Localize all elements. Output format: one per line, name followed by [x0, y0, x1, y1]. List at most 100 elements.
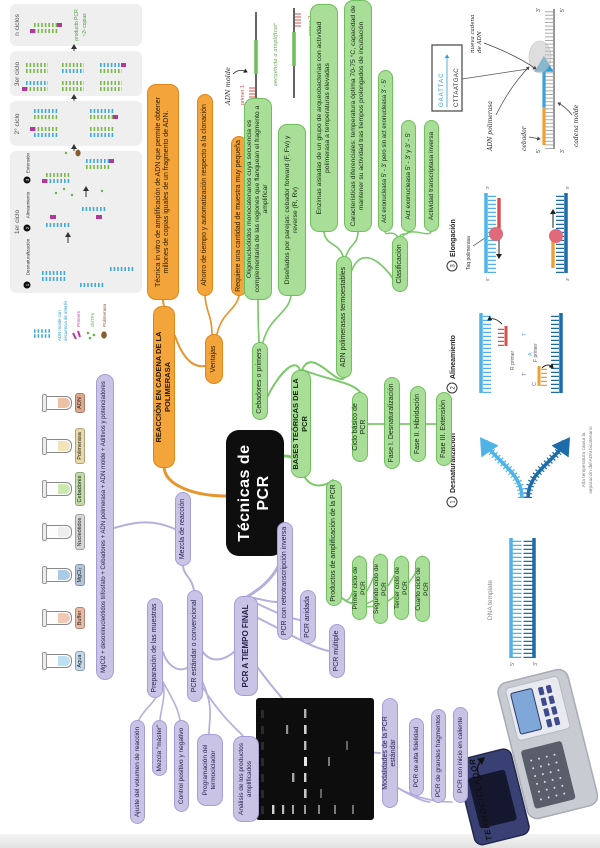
legend-primers: Primers — [76, 310, 81, 327]
step-number-badge: 2 — [451, 386, 457, 390]
step-number-badge: 3 — [25, 178, 30, 181]
five-prime-label: 5' — [510, 662, 516, 666]
node-ajuste-volumen[interactable]: Ajuste del volumen de reacción — [130, 720, 145, 824]
tube-label: Cebadores — [75, 471, 85, 507]
step-number-badge: 2 — [25, 226, 30, 229]
node-act-transcriptasa[interactable]: Actividad transcriptasa inversa — [424, 120, 439, 232]
legend-dntps: dNTPs — [90, 312, 95, 327]
taq-polimerasa-label: Taq polimerasa — [466, 236, 472, 270]
five-prime-label: 5' — [485, 277, 490, 281]
secuencia-label: secuencia a amplificar — [273, 23, 279, 86]
test-tube-icon — [42, 394, 72, 412]
svg-text:T: T — [522, 372, 528, 376]
tube-label: MgCl₂ — [75, 563, 85, 587]
five-prime-label: 5' — [536, 149, 542, 153]
step-number-badge: 3 — [451, 264, 457, 268]
tube-label: Agua — [75, 650, 85, 672]
tubes-row: Agua Buffer MgCl₂ Nucleótidos Cebadores … — [42, 386, 85, 678]
sequence-top: GAATTAC — [439, 73, 445, 107]
step-label: Desnaturalización — [26, 238, 31, 275]
node-caracteristicas-diferenciales[interactable]: Características diferenciales: temperatu… — [344, 0, 372, 232]
node-pcr-estandar[interactable]: PCR estándar o convencional — [187, 590, 203, 702]
legend-adn-molde: ADN molde con — [57, 310, 62, 341]
node-adn-polimerasas[interactable]: ADN polimerasas termoestables — [336, 256, 352, 378]
node-tercer-ciclo[interactable]: Tercer ciclo de PCR — [394, 556, 409, 620]
node-primer-ciclo[interactable]: Primer ciclo de PCR — [352, 556, 367, 620]
node-fase-3[interactable]: Fase III. Extensión — [436, 392, 452, 466]
adn-polimerasa-label: ADN polimerasa — [487, 101, 494, 152]
test-tube-icon — [42, 480, 72, 498]
node-enzimas-arqueobacterias[interactable]: Enzimas aisladas de un grupo de arqueoba… — [310, 4, 338, 232]
node-definicion-pcr[interactable]: Técnica in vitro de amplificación de ADN… — [147, 84, 179, 300]
node-componentes-mezcla[interactable]: MgCl2 + desoxinucleótidos trifosfato + C… — [96, 374, 114, 680]
node-cebadores-primers[interactable]: Cebadores o primers — [252, 342, 268, 420]
node-ciclo-basico[interactable]: Ciclo básico de PCR — [352, 392, 368, 462]
three-prime-label: 3' — [536, 8, 542, 12]
step-label: Extensión — [26, 152, 31, 173]
node-preparacion-muestras[interactable]: Preparación de las muestras — [147, 598, 163, 698]
tube-mgcl2: MgCl₂ — [42, 558, 85, 592]
nueva-cadena-label-2: de ADN — [477, 31, 483, 53]
cycle-diagram: 1er ciclo 2° ciclo 3er ciclo n ciclos 1 … — [10, 4, 142, 341]
node-productos-amplificacion[interactable]: Productos de amplificación de la PCR — [326, 480, 342, 606]
panel-label: 3er ciclo — [14, 62, 21, 87]
node-segundo-ciclo[interactable]: Segundo ciclo de PCR — [373, 554, 388, 624]
test-t​ube-icon — [42, 566, 72, 584]
node-pcr-grandes-fragmentos[interactable]: PCR de grandes fragmentos — [431, 709, 446, 803]
node-reaccion-cadena-polimerasa[interactable]: REACCIÓN EN CADENA DE LA POLIMERASA — [153, 306, 175, 468]
legend-polimerasa: Polimerasa — [102, 304, 107, 327]
three-prime-label: 3' — [533, 662, 539, 666]
node-oligonucleotidos[interactable]: Oligonucleótidos monocatenarios cuya sec… — [244, 98, 272, 300]
termociclador-arrow — [476, 757, 485, 781]
node-bases-teoricas[interactable]: BASES TEÓRICAS DE LA PCR — [291, 370, 311, 478]
panel-label: 1er ciclo — [14, 210, 21, 235]
primer1-label: primer 1 — [240, 85, 246, 105]
node-mezcla-reaccion[interactable]: Mezcla de reacción — [175, 492, 191, 566]
step-number-badge: 1 — [25, 283, 30, 286]
node-control-positivo-negativo[interactable]: Control positivo y negativo — [174, 720, 189, 812]
tube-agua: Agua — [42, 644, 85, 678]
svg-text:A: A — [528, 352, 534, 356]
svg-text:T: T — [522, 332, 528, 336]
node-modalidades-pcr[interactable]: Modalidades de la PCR estándar — [382, 698, 398, 808]
node-pcr-tiempo-final[interactable]: PCR A TIEMPO FINAL — [234, 596, 258, 696]
five-prime-label: 5' — [565, 185, 570, 189]
test-tube-icon — [42, 609, 72, 627]
tube-nucleotidos: Nucleótidos — [42, 513, 85, 551]
node-cuarto-ciclo[interactable]: Cuarto ciclo de PCR — [415, 556, 430, 622]
node-fase-1[interactable]: Fase I. Desnaturalización — [384, 377, 400, 469]
node-pcr-multiple[interactable]: PCR múltiple — [329, 624, 345, 678]
node-pcr-retrotranscripcion[interactable]: PCR con retrotranscripción inversa — [277, 522, 293, 640]
node-fase-2[interactable]: Fase II. Hibridación — [410, 386, 426, 462]
test-tube-icon — [42, 437, 72, 455]
step-label: Alineamiento — [450, 335, 457, 379]
five-prime-label: 5' — [560, 8, 566, 12]
dna-template-label: DNA template — [487, 580, 494, 620]
node-clasificacion[interactable]: Clasificación — [392, 236, 408, 292]
node-disenados-parejas[interactable]: Diseñados por parejas: cebador forward (… — [278, 124, 306, 296]
sequence-bottom: CTTAATGAC — [454, 68, 460, 107]
node-analisis-productos[interactable]: Análisis de los productos amplificados — [233, 736, 259, 822]
r-primer-label: R primer — [510, 350, 516, 370]
node-tecnicas-de-pcr[interactable]: Técnicas de PCR — [226, 430, 284, 556]
node-pcr-anidada[interactable]: PCR anidada — [300, 590, 316, 644]
node-pcr-alta-fidelidad[interactable]: PCR de alta fidelidad — [409, 718, 424, 796]
node-act-exo-5-3-3-5[interactable]: Act exonucleasa 5' - 3' y 3' - 5' — [401, 120, 416, 232]
step-label: Alineamiento — [26, 191, 31, 218]
node-mezcla-master[interactable]: Mezcla "máster" — [152, 720, 167, 776]
node-programacion-termociclador[interactable]: Programación del termociclador — [197, 734, 223, 806]
three-prime-label: 3' — [565, 277, 570, 281]
legend-adn-molde-2: secuencia de interés — [63, 300, 68, 341]
tube-cebadores: Cebadores — [42, 471, 85, 507]
step-label: Desnaturalización — [450, 433, 457, 493]
f-primer-label: F primer — [533, 343, 539, 362]
node-ventaja-ahorro[interactable]: Ahorro de tiempo y automatización respec… — [197, 94, 213, 296]
svg-text:C: C — [532, 382, 538, 386]
tube-buffer: Buffer — [42, 601, 85, 635]
node-ventajas[interactable]: Ventajas — [205, 334, 223, 384]
product-copies-label: ~2ⁿ copias — [82, 13, 88, 37]
node-pcr-inicio-caliente[interactable]: PCR con inicio en caliente — [453, 707, 468, 803]
tube-label: ADN — [75, 393, 85, 413]
node-act-exo-5-3[interactable]: Act exonucleasa 5' - 3' pero sin act exo… — [378, 70, 393, 232]
